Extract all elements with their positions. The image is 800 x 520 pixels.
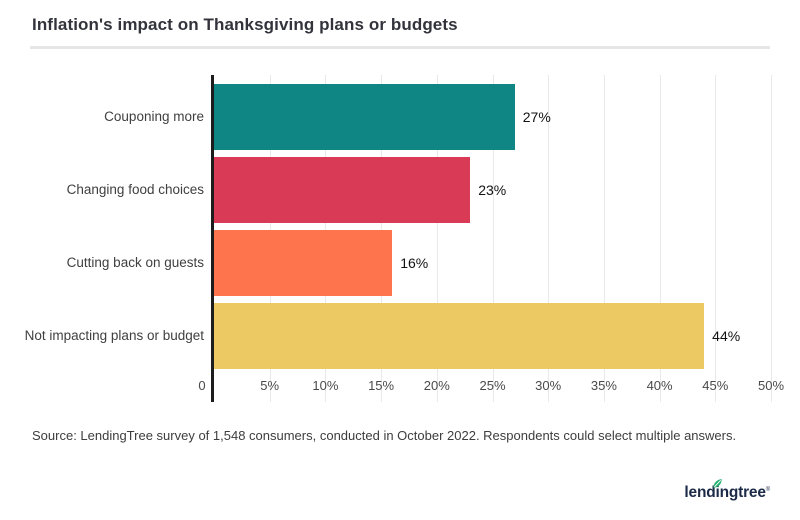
x-tick-label: 40% <box>646 378 673 393</box>
source-note: Source: LendingTree survey of 1,548 cons… <box>32 428 737 443</box>
x-tick-label: 45% <box>702 378 729 393</box>
value-label: 16% <box>400 255 429 271</box>
x-tick-label: 25% <box>479 378 506 393</box>
bar <box>214 157 471 223</box>
x-gridline <box>436 75 438 402</box>
x-tick-label: 0 <box>198 378 206 393</box>
bar <box>214 230 393 296</box>
x-tick-label: 15% <box>368 378 395 393</box>
x-tick-label: 50% <box>757 378 785 393</box>
logo-wordmark: lendingtree <box>684 484 766 501</box>
y-axis-line <box>211 75 214 402</box>
lendingtree-logo: lendingtree® <box>684 479 770 502</box>
x-tick-label: 5% <box>260 378 280 393</box>
registered-mark: ® <box>765 486 770 493</box>
x-gridline <box>603 75 605 402</box>
value-label: 27% <box>522 109 551 125</box>
value-label: 23% <box>478 182 507 198</box>
category-label: Changing food choices <box>66 182 204 198</box>
value-label: 44% <box>712 328 741 344</box>
x-tick-label: 10% <box>312 378 339 393</box>
x-gridline <box>659 75 661 402</box>
x-gridline <box>771 75 772 402</box>
bar <box>214 84 515 150</box>
leaf-icon <box>712 476 723 488</box>
x-tick-label: 35% <box>590 378 617 393</box>
x-gridline <box>492 75 494 402</box>
category-label: Cutting back on guests <box>66 255 204 271</box>
page-title: Inflation's impact on Thanksgiving plans… <box>32 15 458 34</box>
x-gridline <box>715 75 717 402</box>
category-label: Couponing more <box>104 109 204 125</box>
x-gridline <box>548 75 550 402</box>
bar-chart: 0 5% 10% 15% 20% 25% 30% 35% 40% 45% 50% Couponing … <box>0 75 800 405</box>
x-tick-label: 20% <box>423 378 450 393</box>
category-label: Not impacting plans or budget <box>24 328 204 344</box>
bar <box>214 303 705 369</box>
x-tick-label: 30% <box>535 378 562 393</box>
title-divider <box>30 46 770 49</box>
